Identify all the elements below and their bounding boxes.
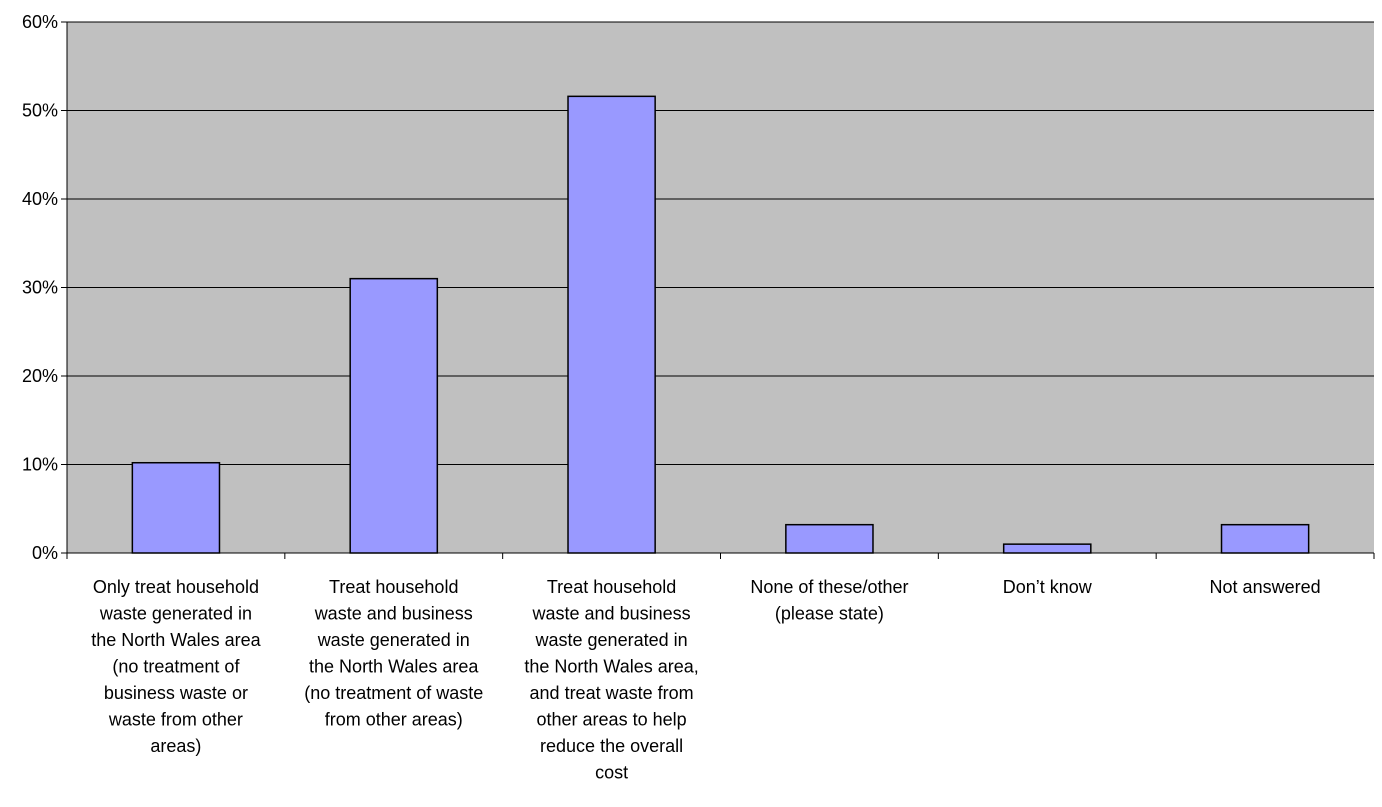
x-category-label-line: waste generated in <box>317 630 470 650</box>
gridlines <box>67 21 1374 465</box>
bar <box>349 277 439 554</box>
x-category-label: Don’t know <box>1003 577 1093 597</box>
y-tick-label: 60% <box>22 12 58 32</box>
x-category-label: Treat household waste and business waste g… <box>524 577 698 783</box>
x-category-label-line: and treat waste from <box>530 683 694 703</box>
x-category-label-line: (no treatment of <box>112 657 240 677</box>
x-category-label-line: (no treatment of waste <box>304 683 483 703</box>
x-category-label-line: the North Wales area, <box>524 657 698 677</box>
x-category-label-line: Not answered <box>1210 577 1321 597</box>
x-category-label-line: waste and business <box>314 604 473 624</box>
bars <box>131 95 1310 554</box>
bar <box>785 523 874 554</box>
y-tick-label: 30% <box>22 278 58 298</box>
bar <box>567 95 656 554</box>
x-category-label-line: the North Wales area <box>309 657 479 677</box>
x-category-label-line: waste generated in <box>99 604 252 624</box>
y-tick-label: 50% <box>22 101 58 121</box>
x-category-label-line: business waste or <box>104 683 248 703</box>
y-tick-label: 20% <box>22 366 58 386</box>
y-tick-label: 40% <box>22 189 58 209</box>
x-category-label-line: cost <box>595 763 628 783</box>
axes <box>61 21 1375 559</box>
x-category-label: Not answered <box>1210 577 1321 597</box>
x-axis-category-labels: Only treat household waste generated in th… <box>91 577 1320 783</box>
x-category-label-line: waste and business <box>532 604 691 624</box>
y-tick-label: 10% <box>22 455 58 475</box>
x-category-label: Only treat household waste generated in th… <box>91 577 261 756</box>
x-category-label: None of these/other (please state) <box>750 577 908 624</box>
x-category-label-line: from other areas) <box>325 710 463 730</box>
bar <box>1002 543 1092 554</box>
bar <box>131 461 221 554</box>
x-category-label: Treat household waste and business waste g… <box>304 577 483 730</box>
bar <box>1220 523 1310 554</box>
x-category-label-line: waste from other <box>108 710 243 730</box>
x-category-label-line: waste generated in <box>535 630 688 650</box>
x-category-label-line: (please state) <box>775 604 884 624</box>
x-category-label-line: Treat household <box>547 577 676 597</box>
x-category-label-line: Don’t know <box>1003 577 1093 597</box>
y-axis-tick-labels: 0% 10% 20% 30% 40% 50% 60% <box>22 12 58 563</box>
y-tick-label: 0% <box>32 543 58 563</box>
x-category-label-line: other areas to help <box>537 710 687 730</box>
x-category-label-line: Only treat household <box>93 577 259 597</box>
x-category-label-line: Treat household <box>329 577 458 597</box>
x-category-label-line: the North Wales area <box>91 630 261 650</box>
x-category-label-line: areas) <box>150 736 201 756</box>
x-category-label-line: None of these/other <box>750 577 908 597</box>
x-category-label-line: reduce the overall <box>540 736 683 756</box>
